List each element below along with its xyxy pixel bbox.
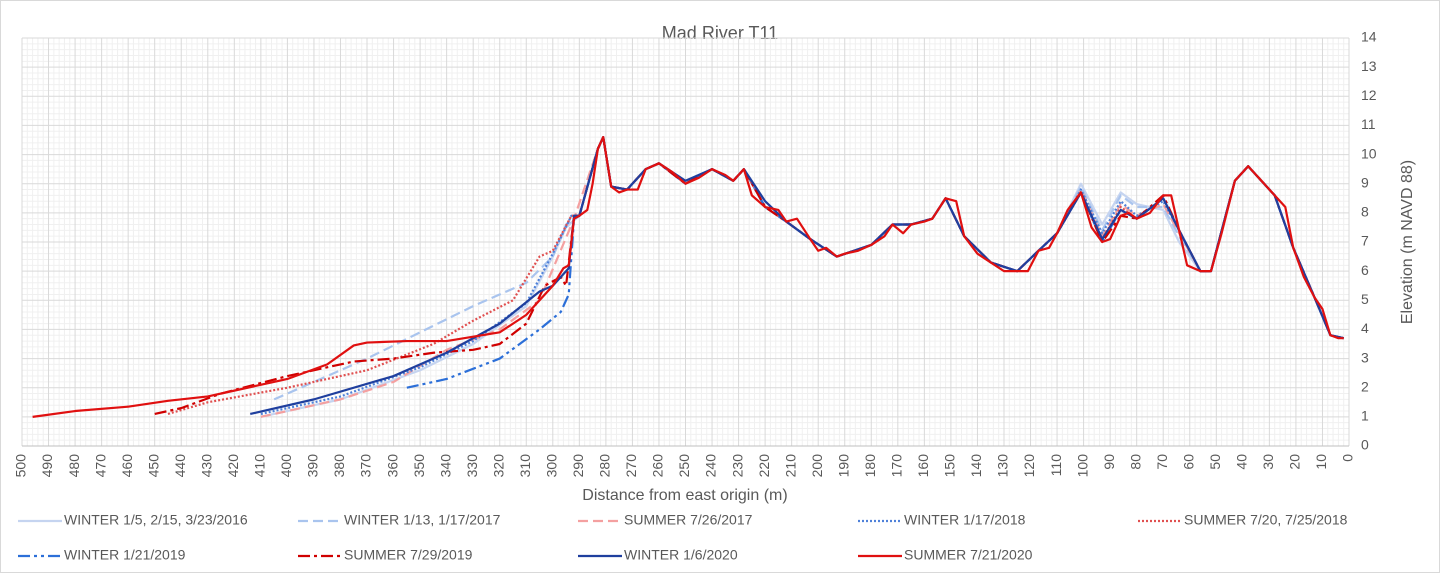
legend-text: WINTER 1/21/2019	[64, 547, 186, 563]
x-tick-label: 420	[225, 454, 241, 478]
x-tick-label: 410	[252, 454, 268, 478]
x-tick-label: 450	[145, 454, 161, 478]
legend-text: WINTER 1/17/2018	[904, 512, 1026, 528]
x-tick-label: 320	[490, 454, 506, 478]
x-tick-label: 200	[809, 454, 825, 478]
y-tick-label: 6	[1361, 262, 1369, 278]
x-tick-label: 310	[517, 454, 533, 478]
legend-text: SUMMER 7/21/2020	[904, 547, 1033, 563]
x-tick-label: 130	[995, 454, 1011, 478]
legend-text: SUMMER 7/29/2019	[344, 547, 473, 563]
x-tick-label: 30	[1260, 454, 1276, 470]
x-tick-label: 150	[942, 454, 958, 478]
x-tick-label: 220	[756, 454, 772, 478]
y-tick-label: 13	[1361, 58, 1377, 74]
y-tick-label: 1	[1361, 408, 1369, 424]
y-tick-label: 8	[1361, 204, 1369, 220]
x-tick-label: 400	[278, 454, 294, 478]
x-tick-label: 500	[13, 454, 29, 478]
legend-text: WINTER 1/6/2020	[624, 547, 738, 563]
x-tick-label: 210	[782, 454, 798, 478]
x-tick-label: 110	[1048, 454, 1064, 477]
x-tick-label: 490	[39, 454, 55, 478]
y-tick-label: 0	[1361, 437, 1369, 453]
x-tick-label: 140	[968, 454, 984, 478]
x-tick-label: 250	[676, 454, 692, 478]
legend-text: SUMMER 7/20, 7/25/2018	[1184, 512, 1348, 528]
x-tick-label: 190	[835, 454, 851, 478]
x-tick-label: 360	[384, 454, 400, 478]
x-tick-label: 120	[1021, 454, 1037, 478]
x-tick-label: 480	[66, 454, 82, 478]
x-tick-label: 50	[1207, 454, 1223, 470]
series-line	[32, 135, 1344, 418]
y-tick-label: 10	[1361, 145, 1377, 161]
x-tick-label: 160	[915, 454, 931, 478]
x-tick-label: 440	[172, 454, 188, 478]
y-tick-label: 14	[1361, 29, 1377, 45]
x-tick-label: 60	[1180, 454, 1196, 470]
x-tick-label: 80	[1127, 454, 1143, 470]
legend-text: WINTER 1/5, 2/15, 3/23/2016	[64, 512, 248, 528]
x-tick-label: 430	[198, 454, 214, 478]
x-tick-label: 90	[1101, 454, 1117, 470]
legend-text: SUMMER 7/26/2017	[624, 512, 753, 528]
y-tick-label: 12	[1361, 87, 1377, 103]
y-tick-label: 4	[1361, 320, 1369, 336]
x-tick-label: 170	[889, 454, 905, 478]
x-tick-label: 70	[1154, 454, 1170, 470]
y-tick-label: 5	[1361, 291, 1369, 307]
y-tick-label: 7	[1361, 233, 1369, 249]
x-tick-label: 330	[464, 454, 480, 478]
x-tick-label: 40	[1234, 454, 1250, 470]
x-tick-label: 350	[411, 454, 427, 478]
chart-title: Mad River T11	[662, 23, 778, 43]
x-tick-label: 230	[729, 454, 745, 478]
x-tick-label: 240	[703, 454, 719, 478]
legend-text: WINTER 1/13, 1/17/2017	[344, 512, 501, 528]
y-axis-title: Elevation (m NAVD 88)	[1399, 160, 1416, 324]
x-tick-label: 390	[305, 454, 321, 478]
x-tick-label: 380	[331, 454, 347, 478]
x-tick-label: 470	[92, 454, 108, 478]
x-tick-label: 370	[358, 454, 374, 478]
x-tick-label: 10	[1313, 454, 1329, 470]
y-tick-label: 3	[1361, 349, 1369, 365]
x-tick-label: 20	[1287, 454, 1303, 470]
x-tick-label: 280	[597, 454, 613, 478]
y-tick-label: 2	[1361, 378, 1369, 394]
x-tick-label: 260	[650, 454, 666, 478]
x-tick-label: 290	[570, 454, 586, 478]
x-tick-label: 300	[544, 454, 560, 478]
x-tick-label: 340	[437, 454, 453, 478]
x-tick-label: 0	[1340, 454, 1356, 462]
x-axis-title: Distance from east origin (m)	[582, 487, 787, 504]
y-tick-label: 11	[1361, 116, 1376, 132]
x-tick-label: 460	[119, 454, 135, 478]
x-tick-label: 100	[1074, 454, 1090, 478]
x-tick-label: 270	[623, 454, 639, 478]
y-tick-label: 9	[1361, 174, 1369, 190]
x-tick-label: 180	[862, 454, 878, 478]
